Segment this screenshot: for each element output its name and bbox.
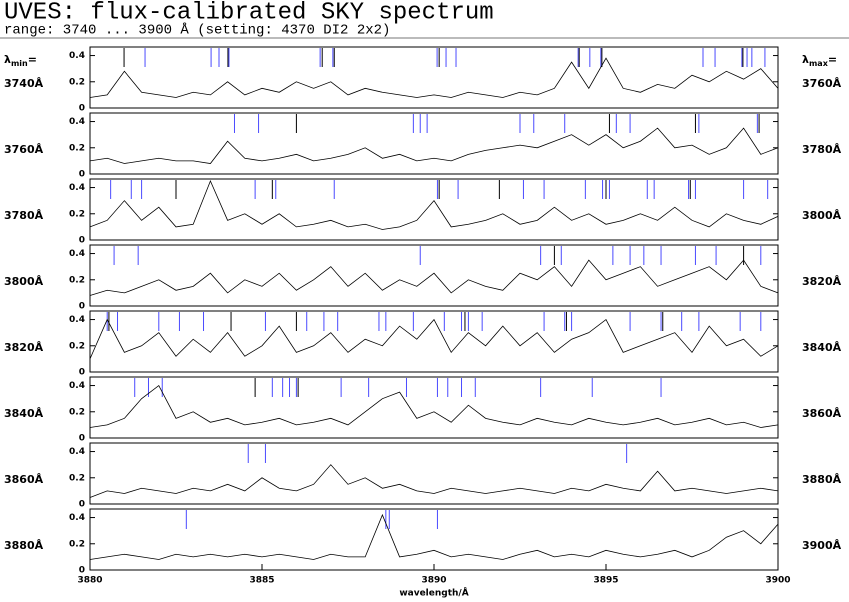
subscript: min [11,59,28,68]
y-tick-label: 0 [79,236,85,246]
x-tick-label: 3895 [593,576,618,586]
x-tick-label: 3885 [249,576,274,586]
y-tick-label: 0.2 [69,407,85,417]
y-tick-label: 0.4 [69,183,85,193]
panel-frame [89,508,779,571]
y-tick-label: 0.2 [69,341,85,351]
lambda-max-value: 3780Å [802,143,842,156]
lambda-min-value: 3840Å [4,407,44,420]
spectrum-line [89,259,779,296]
symbol: λ [802,53,809,66]
lambda-min-label: λmin= [4,53,37,68]
x-axis-label: wavelength/Å [399,588,468,599]
title: UVES: flux-calibrated SKY spectrum [4,0,494,26]
y-tick-label: 0 [79,434,85,444]
lambda-max-value: 3840Å [802,341,842,354]
y-tick-label: 0 [79,368,85,378]
spectrum-line [89,57,779,98]
spectrum-line [89,464,779,498]
spectrum-line [89,179,779,230]
subtitle: range: 3740 ... 3900 Å (setting: 4370 DI… [4,22,390,39]
y-tick-label: 0.4 [69,51,85,61]
lambda-min-value: 3860Å [4,473,44,486]
lambda-min-value: 3760Å [4,143,44,156]
y-tick-label: 0 [79,104,85,114]
spectrum-line [89,384,779,428]
x-tick-label: 3900 [765,576,790,586]
y-tick-label: 0 [79,500,85,510]
lambda-min-value: 3780Å [4,209,44,222]
spectrum-line [89,318,779,360]
panel-frame [89,178,779,241]
lambda-max-value: 3800Å [802,209,842,222]
panel-frame [89,376,779,439]
y-tick-label: 0.4 [69,249,85,259]
lambda-max-value: 3860Å [802,407,842,420]
equals: = [828,53,837,66]
lambda-min-value: 3740Å [4,77,44,90]
spectrum-line [89,127,779,164]
y-tick-label: 0 [79,170,85,180]
y-tick-label: 0.2 [69,539,85,549]
spectrum-line [89,513,779,560]
y-tick-label: 0.4 [69,513,85,523]
lambda-min-value: 3820Å [4,341,44,354]
y-tick-label: 0.4 [69,315,85,325]
y-tick-label: 0.4 [69,117,85,127]
panel-frame [89,112,779,175]
y-tick-label: 0.2 [69,209,85,219]
lambda-min-value: 3880Å [4,539,44,552]
panel-frame [89,442,779,505]
x-tick-label: 3890 [421,576,446,586]
y-tick-label: 0 [79,302,85,312]
lambda-max-value: 3880Å [802,473,842,486]
lambda-max-value: 3900Å [802,539,842,552]
lambda-max-label: λmax= [802,53,837,68]
panel-frame [89,46,779,109]
x-tick-label: 3880 [77,576,102,586]
panel-frame [89,310,779,373]
lambda-max-value: 3760Å [802,77,842,90]
equals: = [28,53,37,66]
y-tick-label: 0.2 [69,143,85,153]
y-tick-label: 0 [79,566,85,576]
y-tick-label: 0.2 [69,77,85,87]
y-tick-label: 0.2 [69,473,85,483]
subscript: max [809,59,829,68]
panel-frame [89,244,779,307]
y-tick-label: 0.4 [69,447,85,457]
symbol: λ [4,53,11,66]
lambda-max-value: 3820Å [802,275,842,288]
lambda-min-value: 3800Å [4,275,44,288]
y-tick-label: 0.4 [69,381,85,391]
y-tick-label: 0.2 [69,275,85,285]
